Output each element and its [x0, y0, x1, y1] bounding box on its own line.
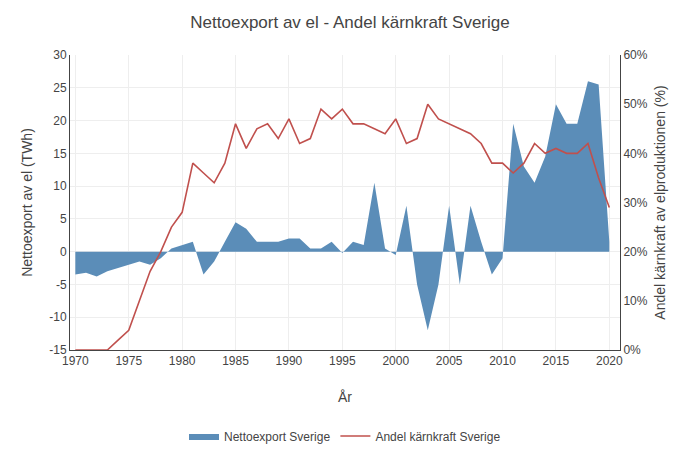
svg-text:20%: 20%	[623, 245, 647, 259]
svg-text:1990: 1990	[276, 354, 303, 368]
svg-text:2020: 2020	[596, 354, 623, 368]
svg-text:5: 5	[60, 212, 67, 226]
svg-text:30%: 30%	[623, 196, 647, 210]
svg-text:0%: 0%	[623, 343, 641, 357]
svg-text:60%: 60%	[623, 48, 647, 62]
svg-text:-10: -10	[49, 310, 67, 324]
svg-text:10: 10	[53, 179, 67, 193]
svg-text:25: 25	[53, 81, 67, 95]
svg-text:2010: 2010	[489, 354, 516, 368]
svg-text:2005: 2005	[436, 354, 463, 368]
svg-text:1975: 1975	[115, 354, 142, 368]
svg-text:2015: 2015	[543, 354, 570, 368]
svg-text:40%: 40%	[623, 147, 647, 161]
svg-text:-5: -5	[56, 278, 67, 292]
svg-text:1995: 1995	[329, 354, 356, 368]
svg-text:-15: -15	[49, 343, 67, 357]
svg-text:2000: 2000	[382, 354, 409, 368]
svg-text:0: 0	[60, 245, 67, 259]
svg-text:Andel kärnkraft av elproduktio: Andel kärnkraft av elproduktionen (%)	[652, 85, 668, 319]
svg-text:Andel kärnkraft Sverige: Andel kärnkraft Sverige	[375, 430, 500, 444]
svg-text:Nettoexport av el - Andel kärn: Nettoexport av el - Andel kärnkraft Sver…	[190, 13, 509, 32]
svg-text:20: 20	[53, 114, 67, 128]
svg-text:1985: 1985	[222, 354, 249, 368]
svg-text:Nettoexport Sverige: Nettoexport Sverige	[224, 430, 330, 444]
svg-text:Nettoexport av el (TWh): Nettoexport av el (TWh)	[19, 128, 35, 277]
svg-text:10%: 10%	[623, 294, 647, 308]
svg-text:50%: 50%	[623, 97, 647, 111]
svg-text:År: År	[338, 389, 352, 405]
svg-text:30: 30	[53, 48, 67, 62]
svg-text:15: 15	[53, 147, 67, 161]
svg-text:1980: 1980	[169, 354, 196, 368]
svg-text:1970: 1970	[62, 354, 89, 368]
